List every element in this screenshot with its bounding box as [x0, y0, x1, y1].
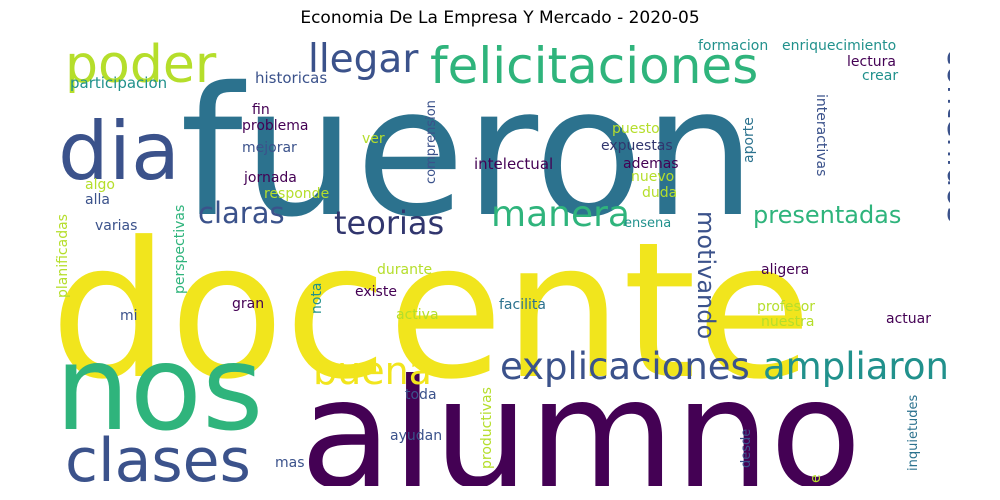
word-mas: mas [275, 455, 305, 471]
chart-title: Economia De La Empresa Y Mercado - 2020-… [300, 8, 700, 28]
word-interactivas: interactivas [813, 94, 829, 176]
word-e: e [808, 474, 824, 483]
word-planificadas: planificadas [55, 214, 71, 298]
word-puesto: puesto [612, 121, 660, 137]
word-productivas: productivas [479, 387, 495, 469]
word-expuestas: expuestas [601, 138, 673, 154]
word-toda: toda [405, 387, 437, 403]
word-nuestra: nuestra [761, 314, 814, 330]
word-duda: duda [642, 185, 677, 201]
word-formacion: formacion [698, 38, 768, 54]
word-contenidos: contenidos [940, 48, 950, 223]
word-participacion: participacion [70, 74, 167, 92]
word-existe: existe [355, 284, 397, 300]
word-ver: ver [362, 131, 385, 147]
word-claras: claras [198, 196, 285, 230]
word-algo: algo [85, 177, 115, 193]
word-buena: buena [313, 349, 432, 393]
word-manera: manera [491, 194, 630, 235]
word-ayudan: ayudan [390, 428, 442, 444]
word-inquietudes: inquietudes [906, 394, 921, 471]
word-teorias: teorias [334, 204, 444, 242]
word-activa: activa [396, 307, 439, 323]
word-cloud: fueron docente alumno nos dia poder felicitaci… [50, 36, 950, 486]
word-jornada: jornada [243, 170, 297, 186]
word-comprension: comprension [424, 100, 439, 184]
word-profesor: profesor [757, 299, 815, 315]
word-clases: clases [65, 426, 251, 486]
word-aligera: aligera [761, 262, 809, 278]
word-mi: mi [120, 308, 138, 324]
word-varias: varias [95, 218, 137, 234]
word-ensena: ensena [624, 216, 671, 231]
word-explicaciones: explicaciones [500, 345, 750, 388]
word-gran: gran [232, 296, 264, 312]
word-docente: docente [50, 202, 812, 421]
word-motivando: motivando [692, 211, 720, 339]
word-alla: alla [85, 192, 110, 208]
word-llegar: llegar [308, 37, 419, 82]
word-intelectual: intelectual [474, 155, 553, 173]
word-aporte: aporte [741, 117, 757, 163]
word-fin: fin [252, 102, 270, 118]
word-poder: poder [65, 36, 217, 95]
word-presentadas: presentadas [753, 201, 901, 229]
word-nota: nota [309, 282, 325, 314]
word-historicas: historicas [255, 69, 327, 87]
word-alumno: alumno [300, 348, 862, 486]
word-facilita: facilita [499, 297, 546, 313]
word-durante: durante [377, 262, 432, 278]
word-problema: problema [242, 118, 309, 134]
word-enriquecimiento: enriquecimiento [782, 38, 896, 54]
word-actuar: actuar [886, 311, 931, 327]
word-nos: nos [55, 319, 263, 457]
word-ademas: ademas [623, 156, 679, 172]
word-desde: desde [739, 429, 754, 468]
word-dia: dia [58, 105, 180, 198]
word-nuevo: nuevo [631, 169, 674, 185]
word-ampliaron: ampliaron [763, 345, 949, 388]
word-responde: responde [264, 186, 329, 202]
word-lectura: lectura [847, 54, 896, 70]
word-mejorar: mejorar [242, 140, 297, 156]
word-felicitaciones: felicitaciones [430, 37, 758, 95]
word-crear: crear [862, 68, 898, 84]
word-perspectivas: perspectivas [172, 205, 188, 294]
word-fueron: fueron [180, 49, 756, 256]
